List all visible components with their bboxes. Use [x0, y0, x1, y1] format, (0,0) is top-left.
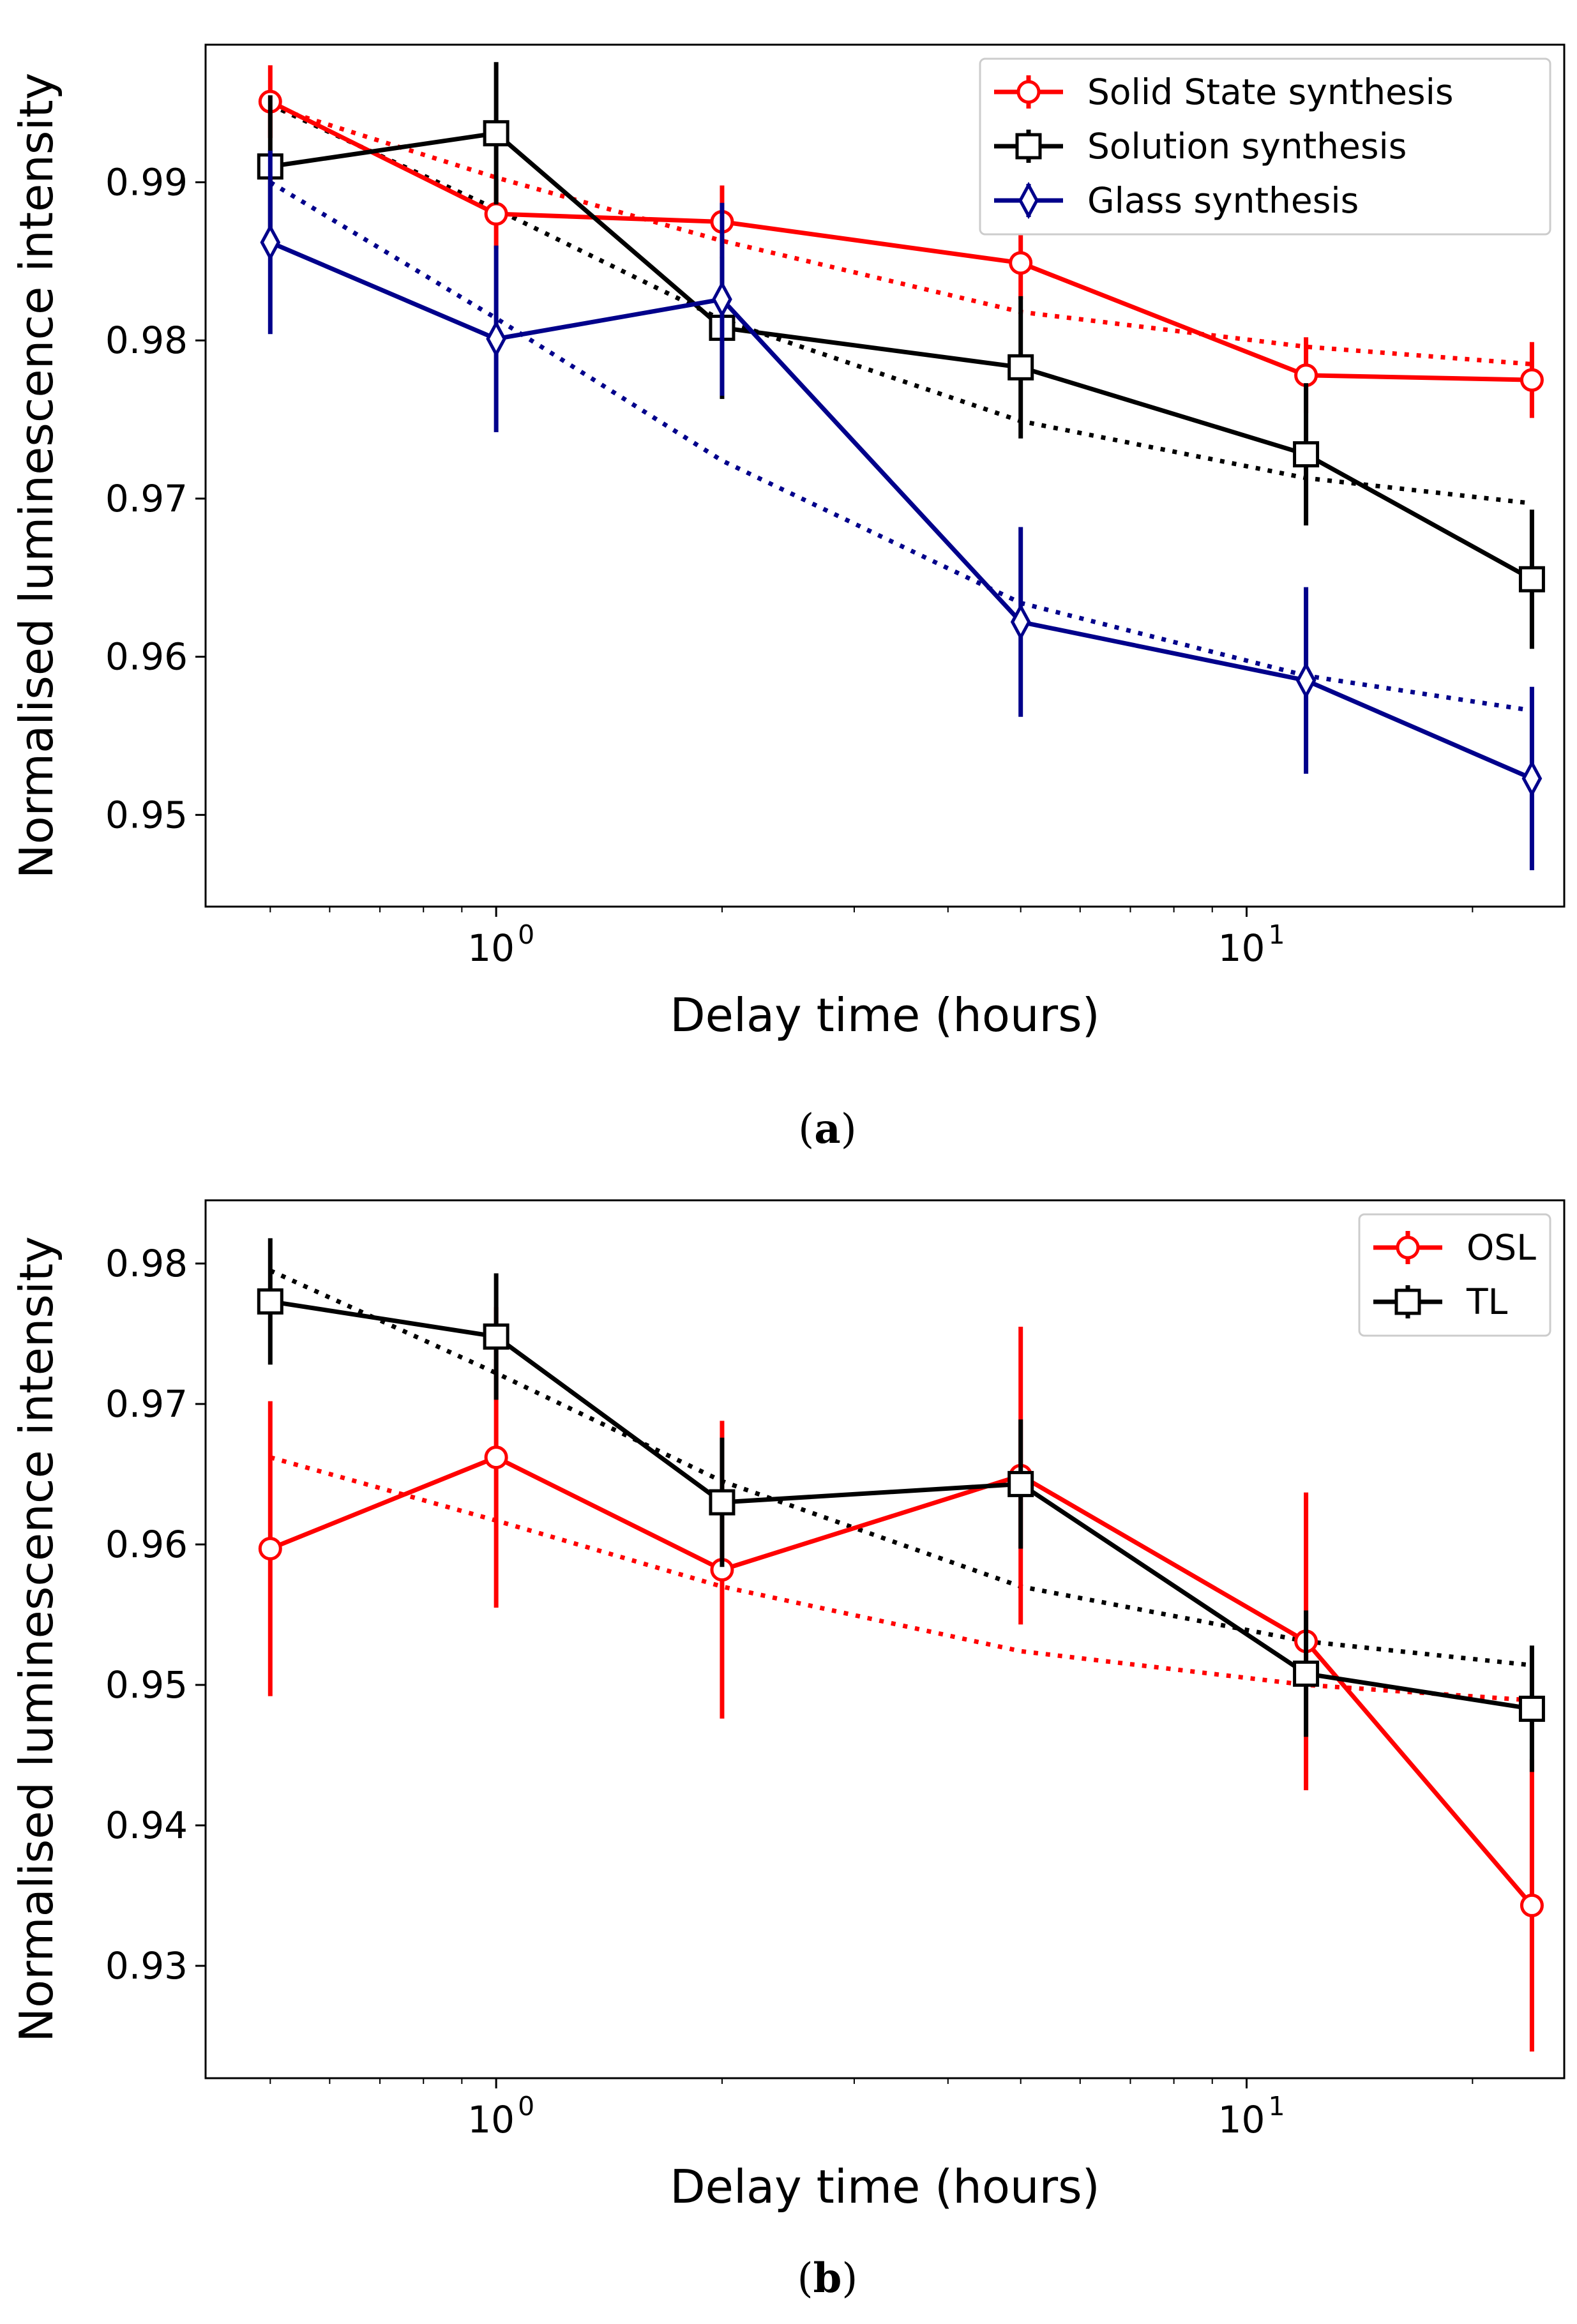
y-tick-label: 0.95: [105, 793, 188, 836]
legend-marker: [1016, 80, 1041, 104]
data-point: [1010, 603, 1031, 641]
data-point: [1521, 760, 1543, 797]
y-axis-label: Normalised luminescence intensity: [10, 73, 63, 879]
legend: OSL TL: [1358, 1213, 1551, 1337]
data-point: [1293, 1660, 1320, 1687]
series-tl: [257, 1238, 1545, 1772]
series-line: [269, 131, 1534, 582]
data-point: [483, 120, 509, 147]
data-point: [1518, 566, 1545, 592]
fit-line-solid-state-synthesis: [269, 104, 1532, 366]
data-point: [1293, 441, 1320, 468]
legend-box: [979, 57, 1551, 236]
series-line: [269, 100, 1532, 382]
x-axis-label: Delay time (hours): [670, 988, 1100, 1042]
series-line: [269, 1454, 1534, 1907]
legend-marker: [1018, 181, 1039, 220]
data-point: [1518, 1695, 1545, 1722]
data-point: [484, 202, 508, 226]
legend-marker: [1015, 133, 1042, 160]
legend-item: Solution synthesis: [994, 126, 1407, 167]
legend: Solid State synthesis Solution synthesis G…: [979, 57, 1551, 236]
data-point: [483, 1323, 509, 1350]
data-point: [1294, 363, 1318, 388]
x-tick-exponent: 0: [518, 2091, 534, 2122]
data-point: [712, 280, 732, 319]
legend-item: OSL: [1373, 1227, 1536, 1268]
legend-item: Solid State synthesis: [994, 72, 1454, 112]
y-tick-label: 0.95: [105, 1663, 188, 1707]
x-tick-exponent: 1: [1268, 919, 1285, 950]
fit-line-solution-synthesis: [269, 102, 1532, 506]
series-solid-state-synthesis: [258, 65, 1544, 418]
x-tick-exponent: 1: [1268, 2091, 1285, 2122]
legend-marker: [1396, 1235, 1420, 1260]
data-point: [1009, 251, 1033, 275]
data-point: [484, 1445, 508, 1470]
data-point: [1007, 1470, 1034, 1497]
y-tick-label: 0.99: [105, 161, 188, 204]
legend-marker: [1394, 1288, 1421, 1315]
plot-frame: [204, 1199, 1566, 2079]
series-line: [269, 240, 1533, 781]
legend-label: TL: [1466, 1281, 1508, 1322]
data-point: [1520, 1893, 1544, 1917]
legend-item: TL: [1373, 1281, 1508, 1322]
fit-line-osl: [269, 1455, 1532, 1703]
fit-line-glass-synthesis: [269, 180, 1532, 713]
legend-label: Solid State synthesis: [1087, 72, 1454, 112]
legend-label: Solution synthesis: [1087, 126, 1407, 167]
y-axis-label: Normalised luminescence intensity: [10, 1236, 63, 2042]
data-point: [257, 1288, 283, 1315]
y-tick-label: 0.96: [105, 635, 188, 679]
x-tick-label: 10: [467, 2098, 515, 2141]
data-point: [709, 1489, 736, 1516]
legend-label: Glass synthesis: [1087, 180, 1359, 221]
series-osl: [258, 1307, 1544, 2052]
y-tick-label: 0.98: [105, 319, 188, 362]
x-axis-label: Delay time (hours): [670, 2160, 1100, 2214]
data-point: [260, 223, 281, 261]
x-tick-label: 10: [1218, 926, 1265, 970]
y-tick-label: 0.97: [105, 1382, 188, 1426]
fit-line-tl: [269, 1268, 1532, 1668]
caption: (b): [797, 2254, 858, 2302]
y-tick-label: 0.97: [105, 477, 188, 520]
data-point: [486, 320, 506, 358]
y-tick-label: 0.96: [105, 1523, 188, 1566]
x-tick-label: 10: [1218, 2098, 1265, 2141]
y-tick-label: 0.93: [105, 1944, 188, 1988]
caption: (a): [798, 1105, 856, 1153]
legend-label: OSL: [1467, 1227, 1536, 1268]
data-point: [1295, 661, 1317, 700]
data-point: [1520, 368, 1544, 392]
data-point: [1007, 354, 1034, 381]
plot-frame: [204, 43, 1566, 908]
x-tick-label: 10: [467, 926, 515, 970]
y-tick-label: 0.98: [105, 1242, 188, 1285]
legend-item: Glass synthesis: [994, 180, 1359, 221]
y-tick-label: 0.94: [105, 1804, 188, 1847]
x-tick-exponent: 0: [518, 919, 534, 950]
data-point: [258, 1537, 282, 1561]
series-line: [269, 1299, 1532, 1711]
series-glass-synthesis: [260, 150, 1543, 871]
